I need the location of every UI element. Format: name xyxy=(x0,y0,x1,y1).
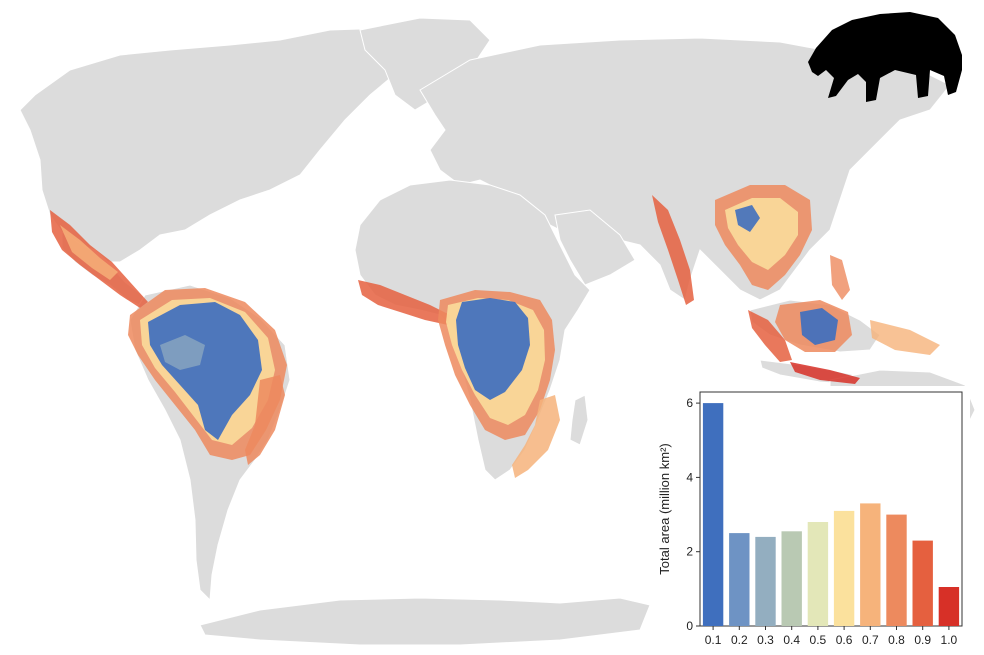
x-tick-label: 0.4 xyxy=(783,633,800,647)
bar-0.1 xyxy=(702,403,724,626)
x-tick-label: 0.7 xyxy=(862,633,879,647)
north-america-landmass xyxy=(19,27,421,263)
bar-0.9 xyxy=(912,540,933,626)
bar-0.5 xyxy=(807,522,829,626)
y-tick-label: 6 xyxy=(686,396,693,410)
forest-intactness-overlay xyxy=(50,185,940,478)
y-axis-title: Total area (million km²) xyxy=(657,443,672,574)
madagascar-landmass xyxy=(569,394,589,446)
x-tick-label: 0.9 xyxy=(914,633,931,647)
bar-0.8 xyxy=(886,514,907,626)
bar-0.6 xyxy=(833,510,855,626)
sumatra-zone xyxy=(748,310,792,362)
bar-0.7 xyxy=(860,503,881,626)
philippines-zone xyxy=(830,255,850,300)
plot-frame xyxy=(699,391,963,627)
y-tick-label: 0 xyxy=(686,619,693,633)
atlantic-forest-zone xyxy=(245,375,285,465)
arabia-landmass xyxy=(554,209,636,286)
x-tick-label: 1.0 xyxy=(941,633,958,647)
x-tick-label: 0.2 xyxy=(731,633,748,647)
y-tick-label: 4 xyxy=(686,470,693,484)
east-africa-coast-zone xyxy=(512,395,560,478)
bar-0.4 xyxy=(781,531,802,626)
x-tick-label: 0.1 xyxy=(705,633,722,647)
amazon-blue-core xyxy=(148,302,262,440)
bar-0.2 xyxy=(729,533,750,626)
congo-blue-core xyxy=(456,298,530,400)
antarctica-landmass xyxy=(199,597,651,646)
bar-1.0 xyxy=(938,587,960,626)
bar-series xyxy=(702,403,960,626)
west-africa-red-zone xyxy=(358,280,450,325)
borneo-blue-core xyxy=(800,308,838,345)
central-america-orange-zone xyxy=(60,225,118,280)
x-tick-label: 0.3 xyxy=(757,633,774,647)
x-tick-label: 0.6 xyxy=(836,633,853,647)
amazon-light-blue-patch xyxy=(160,335,205,370)
java-zone xyxy=(790,362,860,384)
x-axis-ticks: 0.1 0.2 0.3 0.4 0.5 0.6 0.7 0.8 0.9 1.0 xyxy=(705,626,958,647)
india-coast-zone xyxy=(652,195,694,305)
y-tick-label: 2 xyxy=(686,545,693,559)
x-tick-label: 0.5 xyxy=(810,633,827,647)
bar-0.3 xyxy=(755,536,776,626)
area-bar-chart: 0 2 4 6 0.1 0.2 0.3 0.4 0.5 0.6 0.7 0.8 0.9 1.0 Tota… xyxy=(655,386,970,652)
x-tick-label: 0.8 xyxy=(888,633,905,647)
new-guinea-zone xyxy=(870,320,940,355)
se-asia-blue-patch xyxy=(735,205,760,232)
y-axis-ticks: 0 2 4 6 xyxy=(686,396,700,633)
tapir-icon xyxy=(808,12,962,102)
